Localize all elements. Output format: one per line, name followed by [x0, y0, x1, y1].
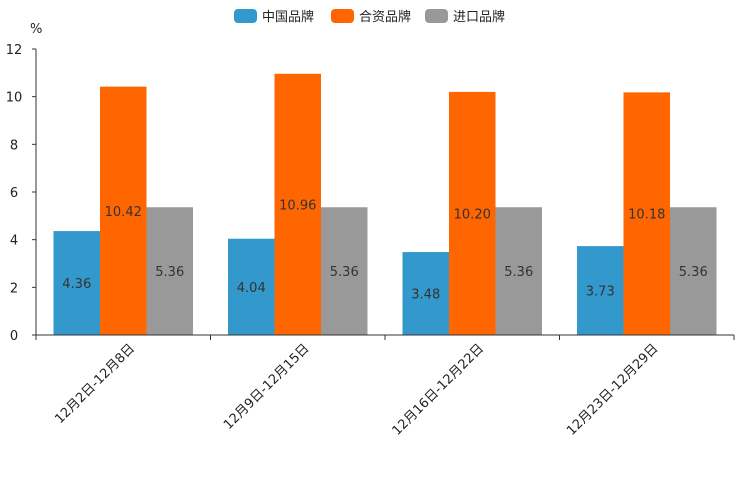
- bar-value-label: 5.36: [679, 265, 708, 280]
- x-tick-label: 12月9日-12月15日: [221, 341, 313, 433]
- y-tick-label: 0: [10, 329, 18, 344]
- y-axis: 0 2 4 6 8 10 12: [6, 43, 37, 344]
- bar-value-label: 10.18: [628, 208, 665, 223]
- legend: 中国品牌 合资品牌 进口品牌: [234, 9, 505, 25]
- legend-label: 合资品牌: [359, 9, 411, 25]
- bar-labels: 4.36 4.04 3.48 3.73 10.42 10.96 10.20 10.18 5.36…: [62, 198, 707, 302]
- bar: [53, 231, 100, 335]
- bar: [623, 92, 670, 335]
- x-tick-label: 12月2日-12月8日: [52, 341, 138, 427]
- legend-label: 进口品牌: [453, 9, 505, 25]
- bar-value-label: 4.04: [237, 281, 266, 296]
- x-axis: 12月2日-12月8日 12月9日-12月15日 12月16日-12月22日 12月2…: [35, 334, 735, 439]
- y-tick-label: 2: [10, 281, 18, 296]
- bar: [670, 207, 717, 335]
- bar: [402, 252, 449, 335]
- y-tick-label: 8: [10, 138, 18, 153]
- bar: [100, 86, 147, 335]
- y-tick-label: 4: [10, 234, 18, 249]
- bar: [495, 207, 542, 335]
- legend-swatch: [234, 9, 257, 23]
- bar: [577, 246, 624, 335]
- bars: [53, 73, 717, 336]
- bar-value-label: 3.73: [586, 285, 615, 300]
- bar: [146, 207, 193, 335]
- y-tick-label: 12: [6, 43, 23, 58]
- bar-value-label: 10.20: [454, 207, 491, 222]
- y-tick-label: 6: [10, 186, 18, 201]
- y-unit-label: %: [30, 22, 42, 37]
- legend-swatch: [425, 9, 448, 23]
- legend-swatch: [331, 9, 354, 23]
- bar-value-label: 5.36: [330, 265, 359, 280]
- x-tick-label: 12月16日-12月22日: [390, 341, 487, 438]
- bar-value-label: 5.36: [155, 265, 184, 280]
- bar-value-label: 4.36: [62, 277, 91, 292]
- x-tick-label: 12月23日-12月29日: [564, 341, 661, 438]
- bar-value-label: 5.36: [504, 265, 533, 280]
- bar: [449, 91, 496, 336]
- bar: [321, 207, 368, 335]
- y-tick-label: 10: [6, 91, 23, 106]
- bar-value-label: 10.42: [105, 205, 142, 220]
- bar-value-label: 10.96: [279, 198, 316, 213]
- legend-label: 中国品牌: [262, 9, 314, 25]
- bar: [228, 238, 275, 335]
- bar-value-label: 3.48: [411, 288, 440, 303]
- bar: [274, 73, 321, 335]
